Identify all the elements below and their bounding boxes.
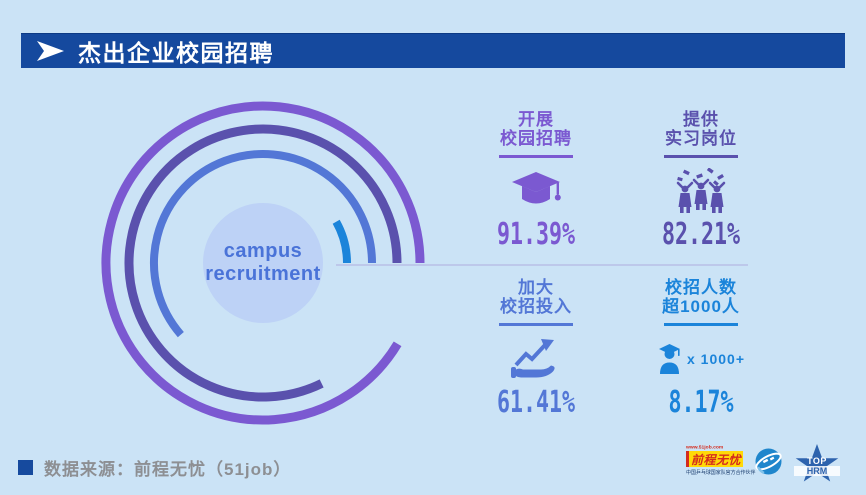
stat-value: 82.21% — [661, 217, 741, 252]
chart-center-bubble: campus recruitment — [203, 203, 323, 323]
stat-value: 8.17% — [668, 385, 734, 420]
stat-title-line1: 开展 — [518, 110, 554, 129]
stat-title-line2: 校园招聘 — [500, 129, 572, 148]
stat-title-line1: 加大 — [518, 278, 554, 297]
globe-icon — [754, 447, 783, 481]
stat-value: 91.39% — [496, 217, 576, 252]
stat-title-line2: 超1000人 — [662, 297, 740, 316]
celebrating-people-icon — [626, 168, 776, 214]
hand-growth-arrow-icon — [461, 336, 611, 382]
stat-title-line1: 校招人数 — [665, 278, 737, 297]
stat-title: 提供 实习岗位 — [626, 110, 776, 148]
title-underline — [664, 155, 738, 158]
header-bar: 杰出企业校园招聘 — [21, 33, 845, 68]
51job-wordmark: 前程无忧 — [686, 451, 743, 467]
stat-block-hires-1000: 校招人数 超1000人 x 1000+ 8.17% — [626, 278, 776, 443]
title-underline — [499, 323, 573, 326]
51job-url-text: www.51job.com — [686, 444, 724, 450]
star-icon — [795, 444, 839, 482]
stat-block-campus-recruiting: 开展 校园招聘 91.39% — [461, 110, 611, 275]
stat-title: 开展 校园招聘 — [461, 110, 611, 148]
connector-line — [336, 264, 748, 266]
stat-title-line1: 提供 — [683, 110, 719, 129]
stat-block-internships: 提供 实习岗位 — [626, 110, 776, 275]
51job-logo: www.51job.com 前程无忧 中国乒乓球国家队官方合作伙伴 — [686, 444, 760, 480]
51job-brand-text: 前程无忧 — [690, 452, 741, 467]
title-underline — [499, 155, 573, 158]
progress-arc — [332, 219, 351, 264]
partner-text: 中国乒乓球国家队官方合作伙伴 — [686, 469, 756, 476]
graduation-cap-icon — [461, 168, 611, 214]
stat-block-investment: 加大 校招投入 61.41% — [461, 278, 611, 443]
icon-caption: x 1000+ — [687, 351, 745, 367]
data-source-text: 数据来源：前程无忧（51job） — [44, 460, 292, 479]
star-bottom-text: HRM — [794, 466, 840, 476]
page-title: 杰出企业校园招聘 — [78, 39, 274, 66]
center-label-line1: campus — [223, 240, 303, 262]
square-bullet-icon — [18, 460, 33, 475]
title-underline — [664, 323, 738, 326]
arrow-right-icon — [37, 40, 64, 61]
center-label-line2: recruitment — [205, 263, 321, 285]
stat-title: 校招人数 超1000人 — [626, 278, 776, 316]
graduate-person-icon: x 1000+ — [626, 336, 776, 382]
stat-value: 61.41% — [496, 385, 576, 420]
star-top-text: TOP — [807, 456, 827, 466]
stat-title-line2: 实习岗位 — [665, 129, 737, 148]
stat-title-line2: 校招投入 — [500, 297, 572, 316]
top-hrm-logo: TOP HRM — [794, 444, 840, 484]
data-source-row: 数据来源：前程无忧（51job） — [18, 455, 291, 480]
stat-title: 加大 校招投入 — [461, 278, 611, 316]
